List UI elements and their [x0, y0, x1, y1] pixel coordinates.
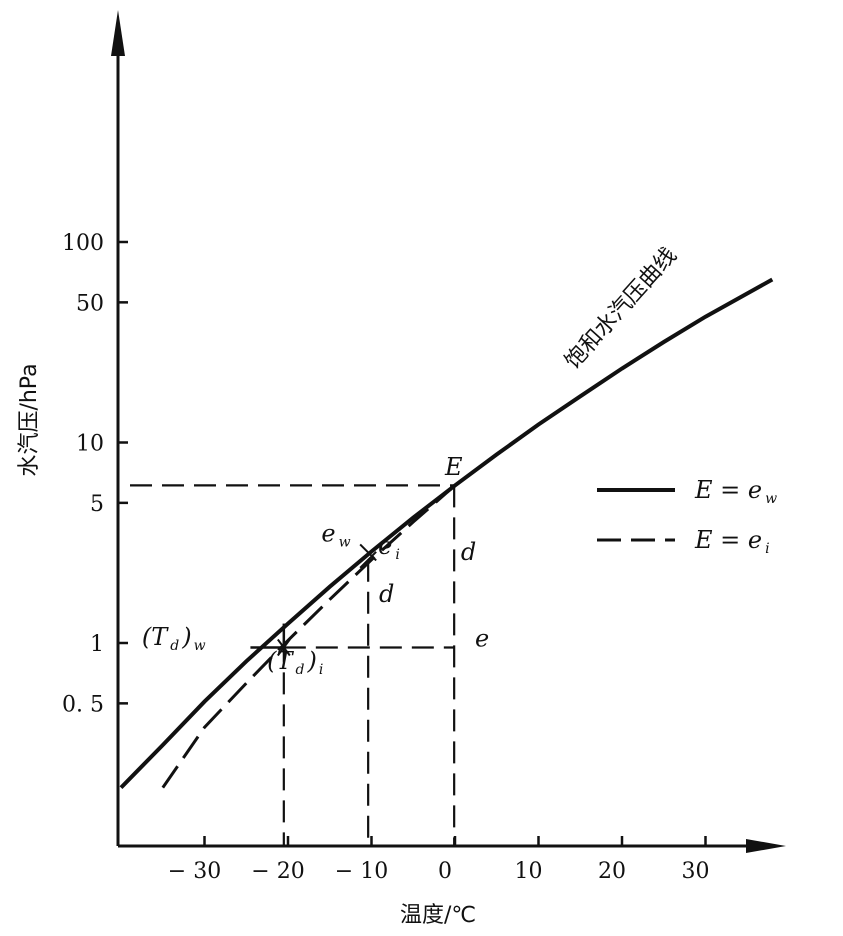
- annotation-label: (T d) i: [267, 647, 323, 678]
- guide-lines: [130, 484, 456, 846]
- x-tick-label: − 10: [335, 859, 388, 884]
- y-tick-label: 10: [76, 432, 104, 457]
- y-tick-label: 0. 5: [62, 692, 104, 717]
- y-axis-label: 水汽压/hPa: [17, 363, 42, 476]
- x-axis-arrow: [746, 839, 786, 853]
- x-tick-label: 20: [598, 859, 626, 884]
- point-marker: [359, 551, 377, 569]
- tick-labels: 0. 5 1 5 10 50 100 − 30 − 20 − 10 0 10 20 30: [62, 231, 710, 884]
- x-tick-label: 0: [438, 859, 452, 884]
- annotation-label: d: [379, 580, 394, 608]
- annotation-label: e: [475, 625, 489, 653]
- annotation-label: (T d) w: [142, 623, 206, 654]
- annotation-label: E: [444, 453, 463, 481]
- x-tick-label: − 30: [168, 859, 221, 884]
- curves: [119, 277, 774, 790]
- annotations: Ee w e i d d e (T d) w (T d) i: [142, 453, 489, 678]
- curve-label: 饱和水汽压曲线: [560, 243, 682, 374]
- y-tick-label: 50: [76, 291, 104, 316]
- x-tick-label: 30: [682, 859, 710, 884]
- y-tick-label: 1: [90, 632, 104, 657]
- axes: [111, 10, 786, 853]
- x-tick-label: − 20: [251, 859, 304, 884]
- point-marker: [359, 543, 377, 562]
- y-tick-label: 100: [62, 231, 104, 256]
- y-tick-label: 5: [90, 492, 104, 517]
- saturation-curve-ice: [161, 484, 456, 789]
- saturation-curve-water: [119, 277, 774, 790]
- y-axis-arrow: [111, 10, 125, 56]
- annotation-label: d: [461, 538, 476, 566]
- x-axis-label: 温度/℃: [400, 903, 476, 928]
- x-tick-label: 10: [515, 859, 543, 884]
